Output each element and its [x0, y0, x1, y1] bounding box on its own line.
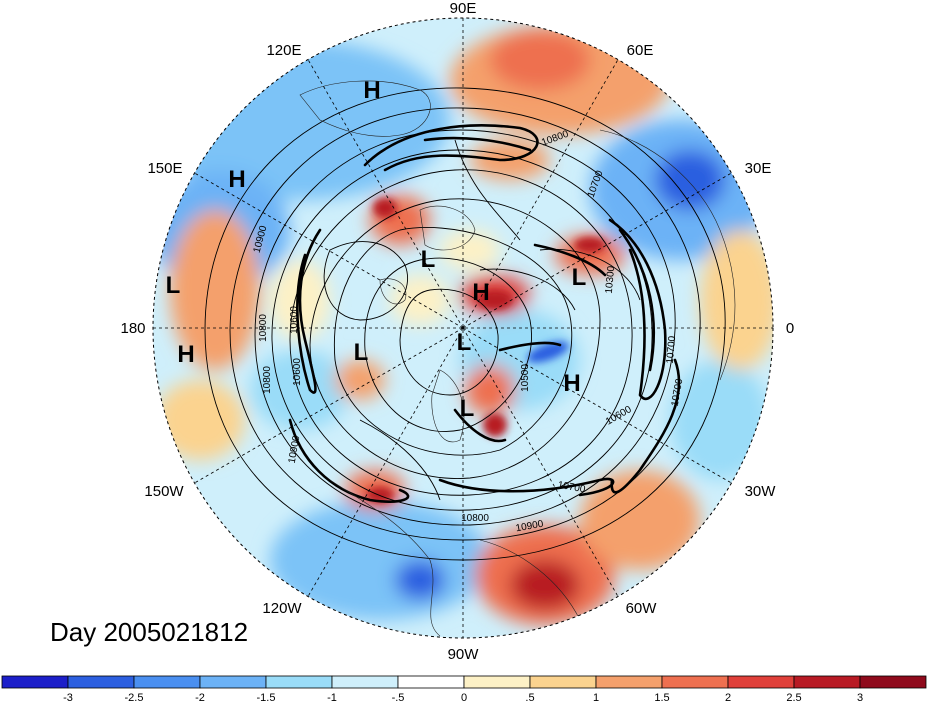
coastlines [299, 80, 736, 637]
contour-label: 10300 [604, 265, 617, 294]
contour-label: 10700 [670, 377, 686, 407]
colorbar-tick-label: -2 [195, 692, 205, 702]
colorbar-swatch [133, 675, 201, 689]
lon-label-150e: 150E [147, 160, 182, 177]
contour-label: 10700 [665, 335, 678, 364]
high-center: H [472, 279, 489, 306]
lon-label-90w: 90W [448, 646, 480, 663]
contour-label: 10800 [258, 314, 269, 342]
colorbar-swatch [727, 675, 795, 689]
contour-label: 10800 [461, 513, 489, 524]
low-center: L [460, 395, 475, 422]
pressure-center-labels: H H L L H H L L L L H [166, 77, 587, 422]
low-center: L [166, 272, 181, 299]
contour-label: 10600 [289, 306, 300, 334]
high-center: H [177, 341, 194, 368]
map-boundary [152, 17, 774, 639]
contour-label: 10500 [520, 364, 531, 392]
jet-contours [288, 124, 681, 503]
colorbar-swatch [397, 675, 465, 689]
high-center: H [363, 77, 380, 104]
colorbar-tick-label: -2.5 [125, 692, 144, 702]
colorbar-tick-label: -3 [63, 692, 73, 702]
colorbar-swatch [1, 675, 69, 689]
high-center: H [563, 370, 580, 397]
colorbar-swatch [463, 675, 531, 689]
colorbar-tick-label: 1 [593, 692, 599, 702]
contour-label: 10700 [557, 480, 587, 496]
lon-label-120e: 120E [266, 42, 301, 59]
colorbar-swatch [859, 675, 927, 689]
colorbar: -3 -2.5 -2 -1.5 -1 -.5 0 .5 1 1.5 2 2.5 3 [1, 675, 927, 702]
day-label: Day 2005021812 [50, 617, 249, 647]
low-center: L [354, 339, 369, 366]
colorbar-swatch [529, 675, 597, 689]
colorbar-swatch [67, 675, 135, 689]
colorbar-tick-label: -.5 [392, 692, 405, 702]
colorbar-tick-label: 2 [725, 692, 731, 702]
low-center: L [421, 246, 436, 273]
graticule [153, 18, 773, 638]
lon-label-60e: 60E [627, 42, 654, 59]
lon-label-180: 180 [120, 320, 145, 337]
contour-label: 10800 [262, 366, 273, 394]
lon-label-120w: 120W [262, 600, 302, 617]
colorbar-tick-label: 3 [857, 692, 863, 702]
lon-label-30e: 30E [745, 160, 772, 177]
lon-label-0: 0 [786, 320, 794, 337]
low-center: L [572, 264, 587, 291]
colorbar-tick-label: -1 [327, 692, 337, 702]
contour-label: 10900 [287, 434, 303, 464]
longitude-labels: 90E 60E 30E 0 30W 60W 90W 120W 150W 180 … [120, 0, 794, 663]
colorbar-swatch [661, 675, 729, 689]
colorbar-tick-label: -1.5 [257, 692, 276, 702]
contour-label: 10900 [515, 519, 545, 535]
colorbar-tick-label: 1.5 [654, 692, 669, 702]
colorbar-tick-label: .5 [525, 692, 534, 702]
lon-label-90e: 90E [450, 0, 477, 17]
colorbar-tick-label: 0 [461, 692, 467, 702]
high-center: H [228, 166, 245, 193]
colorbar-swatch [331, 675, 399, 689]
lon-label-150w: 150W [144, 483, 184, 500]
colorbar-swatch [793, 675, 861, 689]
contour-label: 10600 [292, 358, 303, 386]
colorbar-swatch [265, 675, 333, 689]
lon-label-60w: 60W [626, 600, 658, 617]
colorbar-swatch [595, 675, 663, 689]
low-center: L [457, 329, 472, 356]
colorbar-tick-label: 2.5 [786, 692, 801, 702]
lon-label-30w: 30W [745, 483, 777, 500]
colorbar-swatch [199, 675, 267, 689]
